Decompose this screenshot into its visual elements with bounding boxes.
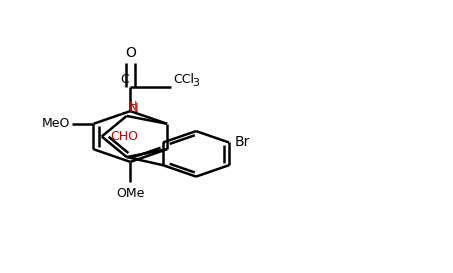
- Text: H: H: [129, 100, 137, 111]
- Text: O: O: [125, 46, 136, 60]
- Text: CHO: CHO: [110, 130, 138, 143]
- Text: C: C: [120, 73, 129, 86]
- Text: CCl: CCl: [173, 73, 195, 86]
- Text: 3: 3: [193, 78, 199, 88]
- Text: Br: Br: [234, 135, 250, 149]
- Text: OMe: OMe: [116, 187, 145, 200]
- Text: N: N: [129, 102, 139, 115]
- Text: MeO: MeO: [42, 117, 70, 130]
